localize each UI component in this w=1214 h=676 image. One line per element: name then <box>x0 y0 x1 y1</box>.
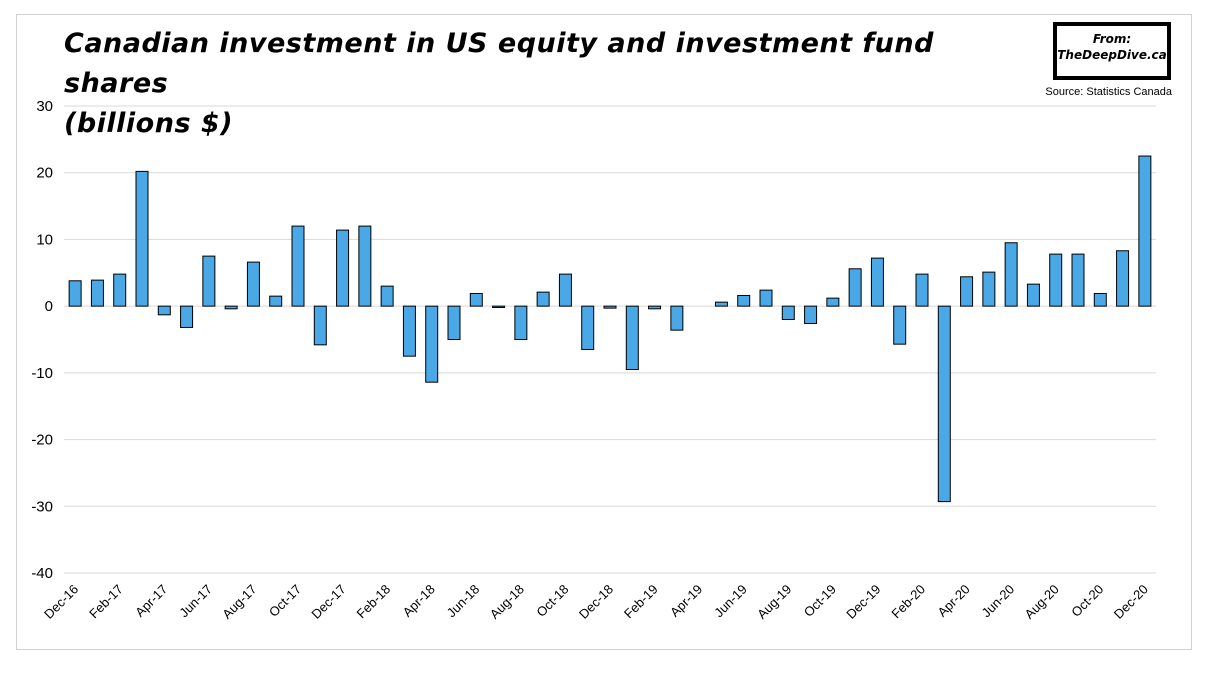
bar-aug-18 <box>514 305 528 341</box>
x-tick-label: Dec-16 <box>41 582 81 622</box>
bar-oct-18 <box>558 273 572 307</box>
x-axis-ticks: Dec-16 Feb-17 Apr-17 Jun-17 Aug-17 Oct-17 Dec-… <box>41 582 1151 622</box>
y-tick-label: -40 <box>31 565 53 582</box>
bar-jun-19 <box>737 294 751 307</box>
chart-title-line2: (billions $) <box>64 108 234 139</box>
x-tick-label: Jun-17 <box>176 582 215 621</box>
bar-nov-18 <box>581 305 595 351</box>
bar-jan-17 <box>90 279 104 307</box>
y-tick-label: -30 <box>31 498 53 515</box>
bar-sep-17 <box>269 295 283 307</box>
bar-oct-19 <box>826 297 840 307</box>
badge-site-label: TheDeepDive.ca <box>1057 48 1167 62</box>
y-tick-label: -20 <box>31 432 53 449</box>
y-tick-label: 30 <box>36 98 53 115</box>
chart-title-line1: Canadian investment in US equity and inv… <box>64 28 934 99</box>
bar-oct-17 <box>291 225 305 307</box>
y-tick-label: -10 <box>31 365 53 382</box>
source-badge: From: TheDeepDive.ca <box>1053 22 1171 80</box>
bar-may-17 <box>180 305 194 328</box>
x-tick-label: Aug-18 <box>487 582 527 622</box>
chart-title: Canadian investment in US equity and inv… <box>64 24 964 144</box>
bar-aug-19 <box>781 305 795 320</box>
bar-sep-18 <box>536 291 550 307</box>
bar-aug-20 <box>1049 253 1063 307</box>
bar-jun-18 <box>469 292 483 307</box>
x-tick-label: Oct-19 <box>801 582 839 620</box>
x-tick-label: Feb-19 <box>621 582 661 622</box>
bar-oct-20 <box>1093 292 1107 307</box>
bar-may-19 <box>714 301 728 307</box>
x-tick-label: Aug-17 <box>219 582 259 622</box>
bar-aug-17 <box>246 261 260 307</box>
x-tick-label: Jun-18 <box>444 582 483 621</box>
x-tick-label: Oct-18 <box>533 582 571 620</box>
source-note: Source: Statistics Canada <box>1045 86 1172 98</box>
bar-dec-20 <box>1138 155 1152 307</box>
x-tick-label: Dec-19 <box>843 582 883 622</box>
x-tick-label: Dec-17 <box>308 582 348 622</box>
x-tick-label: Jun-20 <box>979 582 1018 621</box>
bar-dec-18 <box>603 305 617 309</box>
bar-dec-17 <box>336 229 350 307</box>
x-tick-label: Apr-18 <box>400 582 438 620</box>
x-tick-label: Apr-20 <box>934 582 972 620</box>
grid-lines <box>64 105 1156 574</box>
bar-may-18 <box>447 305 461 341</box>
x-tick-label: Oct-20 <box>1068 582 1106 620</box>
x-tick-label: Apr-19 <box>667 582 705 620</box>
y-tick-label: 10 <box>36 231 53 248</box>
x-tick-label: Apr-17 <box>132 582 170 620</box>
bar-jun-17 <box>202 255 216 307</box>
bar-mar-18 <box>402 305 416 357</box>
bar-mar-20 <box>937 305 951 503</box>
bars <box>68 155 1152 503</box>
bar-sep-20 <box>1071 253 1085 307</box>
y-axis-ticks: 30 20 10 0 -10 -20 -30 -40 <box>31 98 53 582</box>
bar-apr-18 <box>425 305 439 383</box>
bar-jan-20 <box>893 305 907 345</box>
x-tick-label: Oct-17 <box>266 582 304 620</box>
bar-feb-18 <box>380 285 394 307</box>
bar-jan-18 <box>358 225 372 307</box>
bar-mar-17 <box>135 170 149 307</box>
bar-jan-19 <box>625 305 639 371</box>
badge-from-label: From: <box>1092 32 1132 46</box>
x-tick-label: Feb-18 <box>354 582 394 622</box>
bar-dec-19 <box>870 257 884 307</box>
bar-may-20 <box>982 271 996 307</box>
bar-mar-19 <box>670 305 684 331</box>
x-tick-label: Jun-19 <box>711 582 750 621</box>
y-tick-label: 20 <box>36 165 53 182</box>
x-tick-label: Dec-20 <box>1111 582 1151 622</box>
bar-apr-17 <box>157 305 171 316</box>
bar-dec-16 <box>68 280 82 307</box>
y-tick-label: 0 <box>45 298 53 315</box>
bar-feb-20 <box>915 273 929 307</box>
bar-nov-20 <box>1116 250 1130 307</box>
bar-sep-19 <box>804 305 818 324</box>
bar-jul-20 <box>1026 283 1040 307</box>
bar-feb-19 <box>648 305 662 310</box>
x-tick-label: Feb-20 <box>888 582 928 622</box>
bar-jun-20 <box>1004 242 1018 307</box>
x-tick-label: Dec-18 <box>576 582 616 622</box>
bar-nov-19 <box>848 268 862 307</box>
bar-jul-19 <box>759 289 773 307</box>
bar-jul-17 <box>224 305 238 310</box>
x-tick-label: Feb-17 <box>86 582 126 622</box>
bar-apr-20 <box>960 276 974 307</box>
x-tick-label: Aug-20 <box>1022 582 1062 622</box>
bar-jul-18 <box>492 305 506 308</box>
x-tick-label: Aug-19 <box>754 582 794 622</box>
bar-nov-17 <box>313 305 327 346</box>
bar-feb-17 <box>113 273 127 307</box>
chart-frame <box>16 14 1192 650</box>
